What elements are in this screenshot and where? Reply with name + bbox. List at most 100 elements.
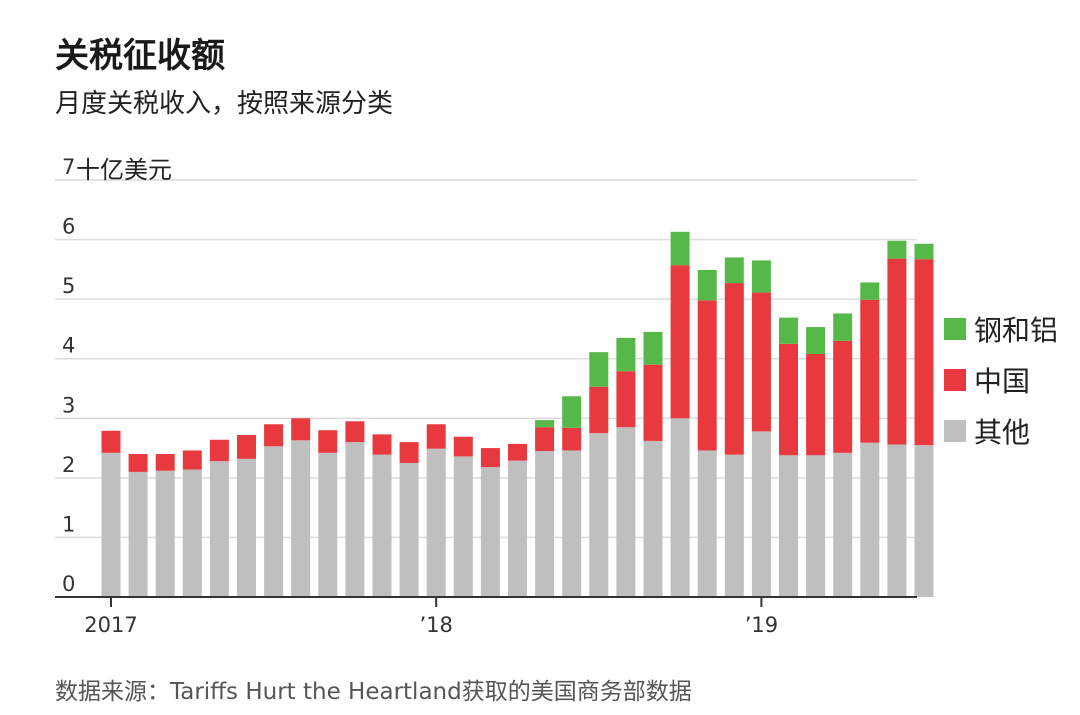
x-tick-label: 2017	[84, 613, 137, 637]
bar-segment	[480, 448, 500, 468]
bar-segment	[751, 260, 771, 293]
x-tick-label: ’19	[745, 613, 778, 637]
bar-segment	[860, 299, 880, 443]
chart-subtitle: 月度关税收入，按照来源分类	[55, 89, 394, 119]
bar-segment	[697, 269, 717, 301]
bar-segment	[291, 440, 311, 597]
bar-segment	[616, 371, 636, 428]
bar-segment	[806, 455, 826, 597]
bar-segment	[318, 452, 338, 597]
y-tick-label: 6	[62, 215, 75, 239]
bar-segment	[535, 451, 555, 597]
bars	[101, 231, 934, 597]
bar-segment	[589, 386, 609, 434]
bar-segment	[237, 434, 256, 459]
y-axis-unit-label: 十亿美元	[76, 156, 172, 184]
legend-swatch	[944, 369, 966, 391]
bar-segment	[860, 442, 880, 597]
bar-segment	[155, 470, 175, 597]
bar-segment	[453, 456, 473, 597]
bar-segment	[887, 444, 907, 597]
bar-segment	[697, 450, 717, 597]
bar-segment	[426, 424, 446, 449]
bar-segment	[345, 421, 365, 443]
bar-segment	[508, 443, 527, 461]
bar-segment	[887, 258, 907, 445]
bar-segment	[806, 353, 826, 456]
bar-segment	[833, 340, 853, 453]
bar-segment	[751, 431, 771, 597]
bar-segment	[264, 446, 284, 597]
bar-segment	[562, 396, 582, 428]
bar-segment	[914, 259, 934, 446]
bar-segment	[182, 450, 202, 470]
bar-segment	[670, 265, 690, 419]
bar-segment	[209, 439, 229, 462]
bar-segment	[697, 300, 717, 451]
chart-title: 关税征收额	[55, 36, 225, 76]
bar-segment	[887, 240, 907, 259]
bar-segment	[616, 427, 636, 597]
source-note: 数据来源：Tariffs Hurt the Heartland获取的美国商务部数…	[55, 679, 692, 705]
bar-segment	[914, 445, 934, 597]
bar-segment	[860, 282, 880, 300]
bar-segment	[264, 424, 284, 447]
bar-segment	[345, 442, 365, 597]
bar-segment	[833, 313, 853, 341]
bar-segment	[291, 418, 311, 441]
legend-label: 钢和铝	[974, 314, 1058, 347]
y-tick-label: 5	[62, 274, 75, 298]
bar-segment	[508, 460, 527, 597]
bar-segment	[914, 243, 934, 260]
bar-segment	[589, 352, 609, 387]
y-tick-label: 2	[62, 453, 75, 477]
y-tick-label: 4	[62, 334, 75, 358]
bar-segment	[643, 440, 663, 597]
y-tick-label: 7	[62, 155, 75, 179]
bar-segment	[724, 283, 744, 455]
bar-segment	[643, 364, 663, 441]
x-tick-label: ’18	[419, 613, 452, 637]
bar-segment	[318, 430, 338, 453]
bar-segment	[562, 450, 582, 597]
bar-segment	[128, 454, 148, 472]
bar-segment	[426, 448, 446, 597]
bar-segment	[779, 455, 798, 597]
bar-segment	[182, 469, 202, 597]
bar-segment	[453, 436, 473, 457]
bar-segment	[806, 327, 826, 354]
bar-segment	[779, 343, 798, 456]
y-tick-label: 0	[62, 572, 75, 596]
bar-segment	[237, 458, 256, 597]
bar-segment	[643, 331, 663, 365]
bar-segment	[480, 467, 500, 597]
bar-segment	[724, 257, 744, 284]
bar-segment	[616, 337, 636, 372]
bar-segment	[724, 454, 744, 597]
y-tick-label: 1	[62, 512, 75, 536]
bar-segment	[779, 317, 798, 344]
bar-segment	[535, 427, 555, 452]
legend-swatch	[944, 318, 966, 340]
bar-segment	[128, 471, 148, 597]
bar-segment	[372, 454, 392, 597]
bar-segment	[589, 433, 609, 597]
bar-segment	[101, 452, 121, 597]
y-axis-labels: 0 1 2 3 4 5 6 7	[62, 155, 75, 596]
bar-segment	[372, 434, 392, 455]
legend-label: 中国	[974, 365, 1030, 398]
bar-segment	[399, 442, 419, 463]
legend-swatch	[944, 420, 966, 442]
y-tick-label: 3	[62, 393, 75, 417]
bar-segment	[833, 452, 853, 597]
bar-segment	[751, 292, 771, 432]
bar-segment	[155, 454, 175, 471]
bar-segment	[399, 462, 419, 597]
bar-segment	[670, 418, 690, 597]
bar-segment	[562, 427, 582, 451]
bar-segment	[535, 420, 555, 428]
x-axis-ticks: 2017 ’18 ’19	[84, 597, 778, 637]
legend-label: 其他	[974, 416, 1030, 449]
